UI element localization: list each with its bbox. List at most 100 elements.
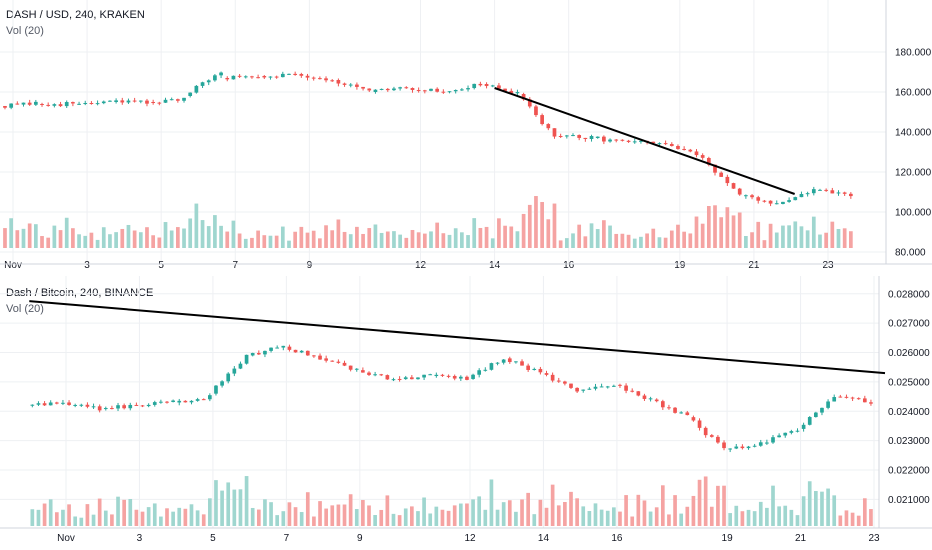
candle-body [836,192,841,194]
candle-body [679,412,684,414]
volume-bar [206,226,211,248]
y-tick-label: 180.000 [895,48,932,59]
volume-bar [392,231,396,248]
candle-body [636,391,641,396]
volume-bar [774,232,779,248]
x-tick-label: 21 [795,533,807,544]
candle-body [103,408,108,410]
volume-bar [618,511,622,526]
candle-body [550,374,555,381]
x-tick-label: Nov [57,533,75,544]
candle-body [330,360,335,362]
volume-bar [688,233,693,248]
candle-body [762,200,767,202]
candle-body [771,437,775,443]
volume-bar [552,203,557,248]
y-tick-label: 0.024000 [888,407,930,418]
candle-body [140,405,145,407]
volume-bar [814,491,818,526]
x-tick-label: 19 [674,260,686,271]
candle-body [651,141,656,144]
volume-bar [737,212,742,248]
volume-bar [458,503,463,526]
candle-body [177,400,182,403]
candle-body [91,406,96,408]
candle-body [703,427,708,436]
candle-body [152,402,157,405]
volume-bar [440,509,445,526]
volume-bar [410,229,415,248]
volume-bar [232,489,237,526]
candle-body [379,88,384,90]
candle-body [814,412,818,418]
volume-bar [422,233,427,248]
volume-bar [471,499,475,526]
volume-bar [152,503,157,526]
volume-bar [163,222,168,248]
volume-bar [434,506,439,526]
volume-bar [410,506,414,526]
volume-bar [777,506,781,526]
candle-body [379,374,384,376]
volume-bar [602,220,606,248]
volume-bar [569,491,573,526]
volume-bar [3,228,7,248]
candle-body [367,88,372,91]
volume-bar [703,476,708,526]
candle-body [685,412,690,416]
volume-bar [832,495,837,526]
y-tick-label: 0.027000 [888,319,930,330]
candle-body [728,448,732,450]
volume-bar [416,511,420,526]
candle-body [826,401,830,408]
volume-bar [30,509,35,526]
volume-bar [348,234,353,248]
candle-body [398,87,402,89]
volume-bar [713,205,717,248]
volume-bar [110,514,114,526]
candle-body [195,399,200,401]
volume-bar [719,217,724,248]
candle-body [697,420,702,428]
candle-body [373,374,377,376]
candle-body [354,368,359,370]
volume-bar [373,515,377,526]
volume-bar [783,505,788,526]
volume-bar [361,500,365,526]
candle-body [765,442,769,444]
volume-bar [746,509,751,526]
candle-body [460,89,464,91]
candle-body [471,374,475,379]
volume-bar [77,234,81,248]
candle-body [134,404,139,406]
candle-body [275,347,280,349]
candle-body [293,73,298,75]
volume-bar [435,222,440,248]
candle-body [208,395,212,400]
volume-bar [145,227,149,248]
candle-body [820,407,824,413]
volume-bar [238,489,243,526]
volume-bar [355,226,359,248]
candle-body [777,435,781,438]
candle-body [165,401,169,403]
candle-body [458,376,463,379]
candle-body [540,115,544,125]
volume-bar [305,492,310,526]
x-tick-label: 16 [611,533,623,544]
candle-body [691,417,696,421]
volume-bar [176,227,180,248]
y-tick-label: 0.023000 [888,436,930,447]
volume-bar [312,516,316,526]
candle-body [713,164,717,173]
candle-body [521,94,526,100]
candle-body [793,197,798,201]
candle-body [824,189,828,191]
candle-body [673,407,677,413]
candle-body [403,377,408,380]
x-tick-label: 14 [489,260,501,271]
volume-bar [311,230,316,248]
candle-body [73,404,78,406]
candle-body [361,370,365,373]
volume-bar [526,492,530,526]
